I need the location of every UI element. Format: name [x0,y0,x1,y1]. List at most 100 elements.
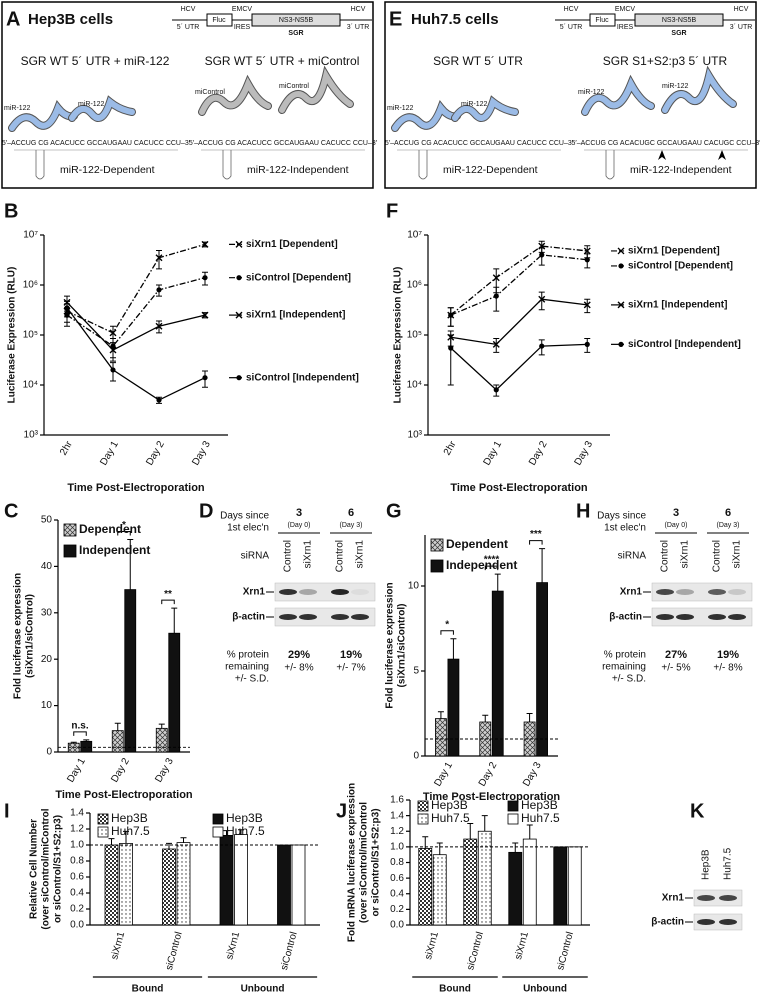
error-bar [493,286,500,312]
bar [435,718,447,757]
remaining-value: 27% [665,649,687,661]
blot-band [728,589,746,595]
band-label: β-actin [232,612,265,623]
panel-letter: B [4,200,18,222]
panel-letter: D [199,500,213,522]
mirna-label: miR-122 [4,105,31,112]
panel-letter: H [576,500,590,522]
legend-label: Huh7.5 [431,811,470,825]
y-tick-label: 1.0 [70,840,84,851]
error-bar [110,342,116,362]
panel-letter: I [4,800,10,822]
lane-label: siXrn1 [680,540,691,569]
point [155,254,163,262]
bar [104,844,119,926]
legend-marker [236,375,242,381]
y-tick-label: 50 [41,515,53,526]
mirna-label: miControl [195,89,225,96]
stem-loop [222,150,232,180]
lane-label: Huh7.5 [723,847,734,880]
sequence: 5′–ACCUG CG ACACUGC GCCAUGAAU CACUGC CCU… [572,140,760,147]
y-tick-label: 10⁶ [407,280,422,291]
construct-label: 3´ UTR [347,24,370,31]
panel-letter: K [690,800,705,822]
remaining-value: 19% [717,649,739,661]
construct-label: HCV [181,6,196,13]
mirna-label: miR-122 [662,83,689,90]
bar [277,844,291,926]
point [201,311,209,319]
group-label: Bound [132,984,164,995]
y-tick-label: 0 [413,751,419,762]
point [201,240,209,248]
construct-label: IRES [617,24,634,31]
blot-band [708,589,726,595]
construct-box [634,13,724,27]
y-tick-label: 0.2 [70,904,84,915]
legend-marker [235,240,243,248]
blot-band [331,589,349,595]
panel-letter: F [386,200,398,222]
legend-swatch [417,813,429,825]
panel-letter: C [4,500,18,522]
point [492,340,500,348]
legend-label: Huh7.5 [111,824,150,838]
day-sub-label: (Day 0) [665,522,688,529]
legend-label: Hep3B [111,811,148,825]
sirna-label: siRNA [618,551,647,562]
mirna-label: miR-122 [78,101,105,108]
legend-swatch [507,813,519,825]
lane-label: Control [283,540,294,572]
y-tick-label: 0.4 [390,888,404,899]
significance-bracket [529,540,543,545]
point [583,301,591,309]
remaining-value: 29% [288,649,310,661]
y-tick-label: 0.2 [390,904,404,915]
legend-swatch [507,800,519,812]
blot-band [676,589,694,595]
y-tick-label: 0.6 [390,873,404,884]
rna-strand [582,77,654,115]
rna-strand [69,96,135,121]
remaining-label: % protein [227,650,269,661]
significance-bracket [484,565,499,571]
group-label: Bound [439,984,471,995]
error-bar [447,334,454,386]
remaining-label: +/- S.D. [612,674,646,685]
y-axis-label: (over siControl/miControl [41,808,52,929]
point [155,322,163,330]
series-label: siControl [Independent] [628,339,741,350]
band-label: β-actin [609,612,642,623]
day-sub-label: (Day 0) [288,522,311,529]
dependence-label: miR-122-Dependent [443,164,538,176]
construct-label: HCV [734,6,749,13]
y-axis-label: (siXrn1/siControl) [397,604,408,688]
sirna-label: siRNA [241,551,270,562]
legend-label: Independent [79,543,150,557]
blot-band [351,614,369,620]
bar [522,838,537,926]
significance-label: n.s. [71,721,88,732]
error-bar [156,249,162,270]
significance-label: **** [484,555,500,566]
y-tick-label: 10⁵ [407,330,422,341]
mirna-label: miR-122 [387,105,414,112]
point [492,274,500,282]
legend-label: Hep3B [431,798,468,812]
y-tick-label: 0 [46,747,52,758]
sequence: 5′–ACCUG CG ACACUCC GCCAUGAAU CACUCC CCU… [385,140,574,147]
x-axis-label: Time Post-Electroporation [423,791,561,803]
dependence-label: miR-122-Independent [247,164,349,176]
point [110,367,116,373]
point [202,275,208,281]
blot-band [656,614,674,620]
day-label: 3 [673,507,679,519]
rna-strand [662,68,736,113]
remaining-sd: +/- 5% [661,663,690,674]
legend-marker [236,275,242,281]
significance-label: *** [530,529,542,540]
legend-swatch [417,800,429,812]
lane-label: Hep3B [701,849,712,880]
y-tick-label: 30 [41,607,53,618]
y-tick-label: 10³ [408,430,423,441]
